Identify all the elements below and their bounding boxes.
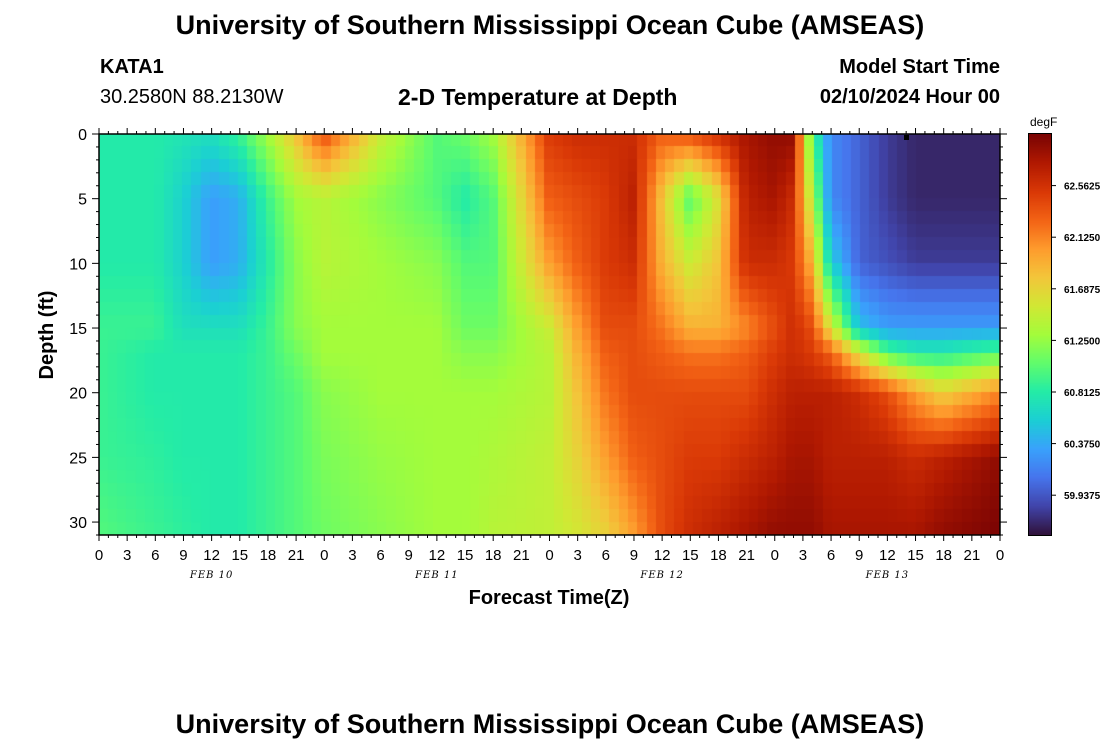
colorbar-tick-label: 61.2500 [1064, 336, 1100, 347]
x-tick-label: 9 [179, 547, 187, 564]
plot-frame [98, 133, 1001, 536]
x-tick-label: 0 [996, 547, 1004, 564]
station-coords: 30.2580N 88.2130W [100, 86, 284, 108]
y-tick-label: 10 [69, 256, 87, 273]
x-tick-label: 18 [260, 547, 277, 564]
axis-ticks: 0 3 6 9 12 15 18 21 0 3 6 9 12 15 18 21 0 3 6 9 12 15 18 21 0 3 6 9… [69, 127, 1100, 581]
data-marker [904, 135, 909, 140]
y-tick-label: 25 [69, 450, 87, 467]
x-tick-label: 12 [879, 547, 896, 564]
x-tick-label: 21 [288, 547, 305, 564]
x-tick-label: 3 [348, 547, 356, 564]
colorbar-tick-label: 62.5625 [1064, 182, 1100, 193]
x-tick-label: 3 [799, 547, 807, 564]
chart-subtitle: 2-D Temperature at Depth [398, 84, 678, 110]
x-tick-label: 15 [907, 547, 924, 564]
x-tick-label: 21 [513, 547, 530, 564]
y-tick-label: 5 [78, 192, 87, 209]
colorbar [1029, 134, 1051, 535]
colorbar-tick-label: 60.3750 [1064, 440, 1100, 451]
colorbar-tick-label: 62.1250 [1064, 233, 1100, 244]
x-tick-label: 0 [545, 547, 553, 564]
x-tick-label: 15 [682, 547, 699, 564]
model-start-time: 02/10/2024 Hour 00 [819, 86, 1000, 108]
date-label: FEB 13 [865, 570, 910, 581]
temperature-heatmap [99, 134, 1000, 535]
x-tick-label: 18 [485, 547, 502, 564]
colorbar-tick-label: 59.9375 [1064, 491, 1100, 502]
x-tick-label: 3 [123, 547, 131, 564]
y-tick-label: 30 [69, 515, 87, 532]
date-label: FEB 10 [189, 570, 234, 581]
x-tick-label: 21 [738, 547, 755, 564]
x-tick-label: 6 [827, 547, 835, 564]
y-tick-label: 20 [69, 386, 87, 403]
x-axis-label: Forecast Time(Z) [469, 587, 630, 609]
x-tick-label: 18 [935, 547, 952, 564]
footer-title: University of Southern Mississippi Ocean… [175, 709, 925, 739]
x-tick-label: 12 [203, 547, 220, 564]
x-tick-label: 0 [771, 547, 779, 564]
x-tick-label: 9 [630, 547, 638, 564]
y-tick-label: 15 [69, 321, 87, 338]
x-tick-label: 9 [405, 547, 413, 564]
x-tick-label: 12 [654, 547, 671, 564]
model-start-label: Model Start Time [839, 56, 1000, 78]
x-tick-label: 6 [602, 547, 610, 564]
x-tick-label: 21 [964, 547, 981, 564]
x-tick-label: 6 [151, 547, 159, 564]
y-tick-label: 0 [78, 127, 87, 144]
x-tick-label: 15 [457, 547, 474, 564]
x-tick-label: 12 [429, 547, 446, 564]
colorbar-tick-label: 61.6875 [1064, 285, 1100, 296]
x-tick-label: 3 [573, 547, 581, 564]
date-label: FEB 12 [639, 570, 684, 581]
date-label: FEB 11 [414, 570, 459, 581]
colorbar-tick-label: 60.8125 [1064, 388, 1100, 399]
station-id: KATA1 [100, 56, 164, 78]
y-axis-label: Depth (ft) [36, 291, 58, 380]
chart-title: University of Southern Mississippi Ocean… [175, 10, 925, 40]
x-tick-label: 18 [710, 547, 727, 564]
colorbar-unit: degF [1030, 115, 1057, 129]
x-tick-label: 0 [320, 547, 328, 564]
x-tick-label: 15 [231, 547, 248, 564]
x-tick-label: 0 [95, 547, 103, 564]
x-tick-label: 6 [376, 547, 384, 564]
x-tick-label: 9 [855, 547, 863, 564]
